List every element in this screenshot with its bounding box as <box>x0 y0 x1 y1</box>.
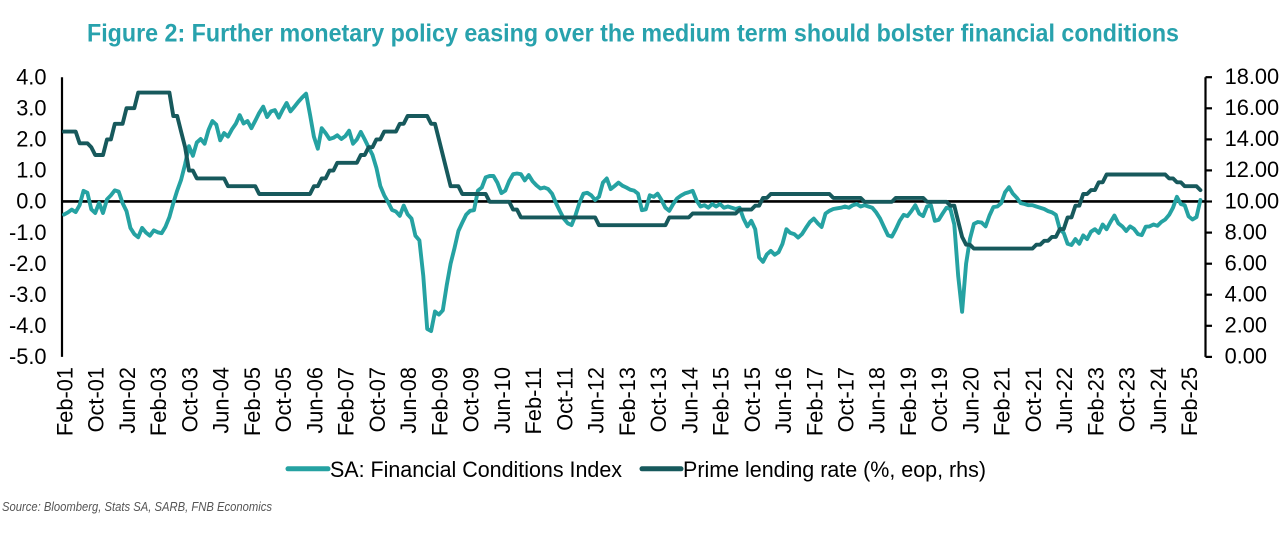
svg-text:6.00: 6.00 <box>1225 251 1267 276</box>
svg-text:14.00: 14.00 <box>1225 126 1280 151</box>
svg-text:Feb-19: Feb-19 <box>896 367 921 436</box>
svg-text:Oct-03: Oct-03 <box>178 367 203 432</box>
svg-text:16.00: 16.00 <box>1225 95 1280 120</box>
svg-text:10.00: 10.00 <box>1225 188 1280 213</box>
svg-text:Feb-25: Feb-25 <box>1177 367 1202 436</box>
svg-text:Feb-03: Feb-03 <box>146 367 171 436</box>
svg-text:Jun-12: Jun-12 <box>584 367 609 434</box>
svg-text:Feb-09: Feb-09 <box>427 367 452 436</box>
svg-text:Feb-11: Feb-11 <box>521 367 546 434</box>
svg-text:-5.0: -5.0 <box>9 344 47 369</box>
svg-text:Prime lending rate (%, eop, rh: Prime lending rate (%, eop, rhs) <box>683 457 986 482</box>
svg-text:4.00: 4.00 <box>1225 282 1267 307</box>
svg-text:Oct-19: Oct-19 <box>927 367 952 432</box>
svg-text:2.0: 2.0 <box>16 127 46 152</box>
svg-text:Jun-20: Jun-20 <box>959 367 984 434</box>
svg-text:Oct-21: Oct-21 <box>1021 367 1046 432</box>
svg-text:Figure 2: Further monetary pol: Figure 2: Further monetary policy easing… <box>87 19 1179 47</box>
svg-text:0.0: 0.0 <box>16 189 46 214</box>
svg-text:Jun-10: Jun-10 <box>490 367 515 434</box>
svg-text:-1.0: -1.0 <box>9 220 47 245</box>
svg-text:Oct-11: Oct-11 <box>552 367 577 431</box>
svg-text:Feb-15: Feb-15 <box>709 367 734 436</box>
svg-text:Oct-15: Oct-15 <box>740 367 765 432</box>
svg-text:-3.0: -3.0 <box>9 282 47 307</box>
svg-text:18.00: 18.00 <box>1225 64 1280 89</box>
svg-text:Jun-06: Jun-06 <box>302 367 327 434</box>
svg-text:Feb-13: Feb-13 <box>615 367 640 436</box>
svg-text:Oct-05: Oct-05 <box>271 367 296 432</box>
svg-text:Feb-07: Feb-07 <box>334 367 359 436</box>
svg-text:SA: Financial Conditions Index: SA: Financial Conditions Index <box>330 457 622 482</box>
svg-text:8.00: 8.00 <box>1225 219 1267 244</box>
svg-text:Oct-01: Oct-01 <box>84 367 109 432</box>
svg-text:2.00: 2.00 <box>1225 313 1267 338</box>
svg-text:Oct-23: Oct-23 <box>1115 367 1140 432</box>
svg-text:Jun-14: Jun-14 <box>677 367 702 434</box>
svg-text:4.0: 4.0 <box>16 64 46 89</box>
svg-text:Feb-05: Feb-05 <box>240 367 265 436</box>
svg-text:Jun-16: Jun-16 <box>771 367 796 434</box>
svg-text:1.0: 1.0 <box>16 158 46 183</box>
svg-text:Oct-07: Oct-07 <box>365 367 390 432</box>
svg-text:Jun-08: Jun-08 <box>396 367 421 434</box>
svg-text:Feb-01: Feb-01 <box>53 367 78 436</box>
svg-text:Jun-22: Jun-22 <box>1052 367 1077 434</box>
svg-text:-2.0: -2.0 <box>9 251 47 276</box>
svg-text:Jun-04: Jun-04 <box>209 367 234 434</box>
svg-text:Oct-17: Oct-17 <box>834 367 859 432</box>
svg-text:Jun-18: Jun-18 <box>865 367 890 434</box>
svg-text:0.00: 0.00 <box>1225 344 1267 369</box>
svg-text:Source: Bloomberg, Stats SA, S: Source: Bloomberg, Stats SA, SARB, FNB E… <box>2 499 272 514</box>
svg-text:-4.0: -4.0 <box>9 313 47 338</box>
svg-text:12.00: 12.00 <box>1225 157 1280 182</box>
svg-text:Jun-02: Jun-02 <box>115 367 140 434</box>
svg-text:Feb-23: Feb-23 <box>1083 367 1108 436</box>
svg-text:3.0: 3.0 <box>16 96 46 121</box>
svg-text:Jun-24: Jun-24 <box>1146 367 1171 434</box>
svg-text:Feb-21: Feb-21 <box>990 367 1015 436</box>
svg-text:Oct-13: Oct-13 <box>646 367 671 432</box>
svg-text:Oct-09: Oct-09 <box>459 367 484 432</box>
svg-text:Feb-17: Feb-17 <box>802 367 827 436</box>
